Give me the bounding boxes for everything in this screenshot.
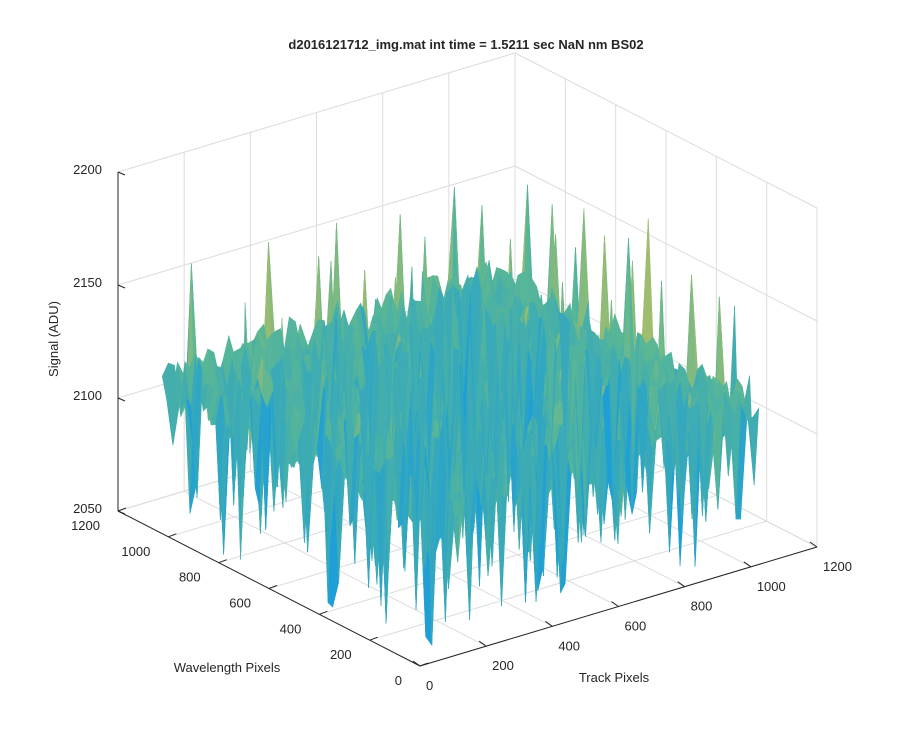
x-tick xyxy=(611,601,619,607)
y-tick-label: 0 xyxy=(395,673,402,688)
y-tick xyxy=(369,636,378,641)
y-tick xyxy=(218,559,227,564)
x-tick-label: 400 xyxy=(558,638,580,653)
x-tick xyxy=(809,541,818,548)
surface-patch xyxy=(641,218,654,345)
x-tick-label: 1000 xyxy=(757,579,786,594)
grid-line xyxy=(514,52,818,209)
y-tick-label: 600 xyxy=(229,596,251,611)
y-tick-label: 800 xyxy=(179,570,201,585)
x-tick xyxy=(743,561,752,568)
axes xyxy=(117,171,818,667)
y-tick-label: 200 xyxy=(330,647,352,662)
y-tick xyxy=(117,507,127,512)
y-tick xyxy=(319,610,328,615)
surface-mesh xyxy=(161,184,760,646)
z-tick-label: 2100 xyxy=(73,388,102,403)
z-tick xyxy=(117,510,126,515)
x-tick xyxy=(478,640,487,647)
x-tick-label: 600 xyxy=(625,619,647,634)
z-axis-label: Signal (ADU) xyxy=(46,301,61,377)
y-tick-label: 400 xyxy=(280,621,302,636)
y-axis-label: Wavelength Pixels xyxy=(174,660,281,675)
z-tick-label: 2150 xyxy=(73,275,102,290)
z-tick xyxy=(117,397,126,402)
tick-labels: 0 200 400 600 800 1000 1200 0 200 400 600 800 1000 12… xyxy=(71,162,852,693)
x-tick xyxy=(545,620,553,627)
x-axis-label: Track Pixels xyxy=(579,670,650,685)
x-tick-label: 800 xyxy=(691,599,713,614)
surface-patch xyxy=(747,407,760,486)
y-tick-label: 1000 xyxy=(121,544,150,559)
grid-line xyxy=(117,52,516,173)
grid-line xyxy=(514,165,818,322)
y-tick xyxy=(268,585,278,589)
z-tick-label: 2050 xyxy=(73,501,102,516)
z-tick xyxy=(117,171,126,176)
x-tick-label: 200 xyxy=(492,658,514,673)
y-tick-label: 1200 xyxy=(71,518,100,533)
z-tick xyxy=(117,284,126,289)
x-tick xyxy=(412,660,421,667)
z-tick-label: 2200 xyxy=(73,162,102,177)
x-tick xyxy=(677,581,685,588)
grid-line xyxy=(117,165,516,286)
chart-title: d2016121712_img.mat int time = 1.5211 se… xyxy=(288,37,643,52)
grid-line xyxy=(369,520,767,641)
x-tick-label: 1200 xyxy=(823,559,852,574)
y-tick xyxy=(419,662,429,667)
x-tick-label: 0 xyxy=(426,678,433,693)
y-tick xyxy=(168,533,177,538)
